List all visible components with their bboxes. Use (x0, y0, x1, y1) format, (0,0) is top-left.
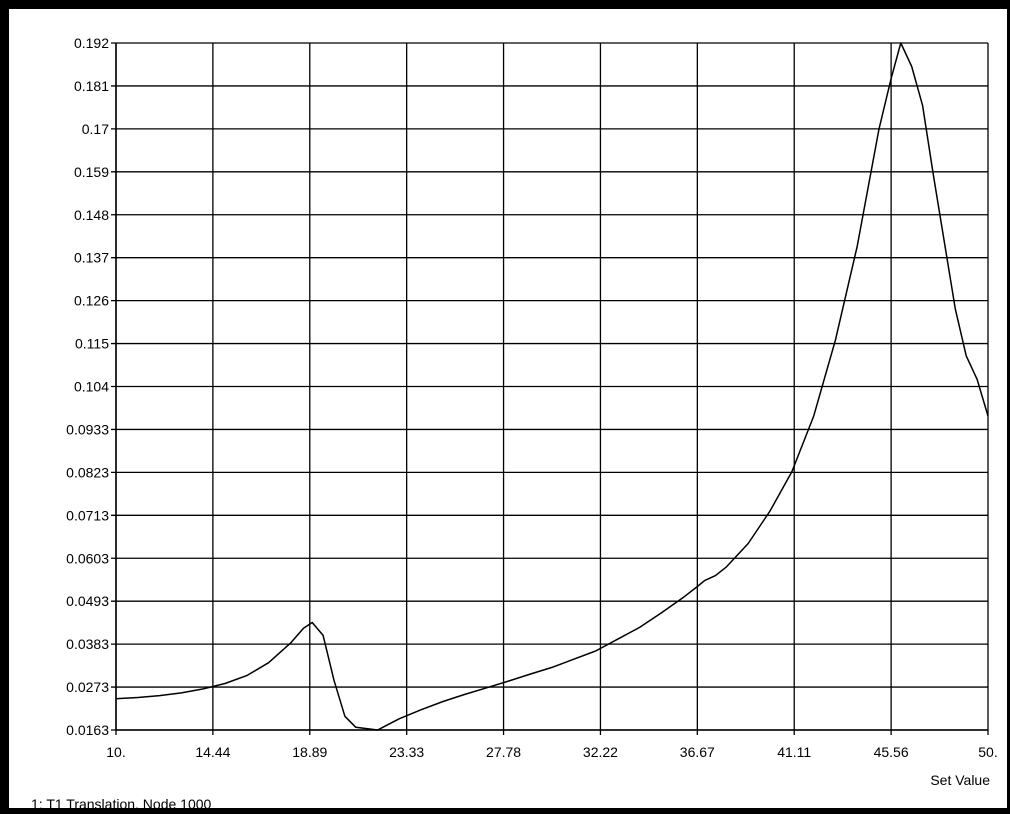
x-tick-label: 45.56 (874, 744, 909, 760)
y-tick-label: 0.159 (74, 164, 109, 180)
y-tick-label: 0.0493 (66, 593, 109, 609)
y-tick-label: 0.126 (74, 293, 109, 309)
y-tick-label: 0.0603 (66, 550, 109, 566)
y-tick-label: 0.192 (74, 35, 109, 51)
x-tick-label: 36.67 (680, 744, 715, 760)
y-tick-label: 0.0273 (66, 679, 109, 695)
x-tick-label: 18.89 (292, 744, 327, 760)
x-tick-label: 10. (106, 744, 125, 760)
y-tick-label: 0.0823 (66, 464, 109, 480)
series-line (115, 42, 989, 731)
y-tick-label: 0.17 (82, 121, 109, 137)
x-tick-label: 32.22 (583, 744, 618, 760)
x-tick-label: 14.44 (195, 744, 230, 760)
y-tick-label: 0.104 (74, 379, 109, 395)
y-tick-label: 0.115 (75, 336, 109, 352)
x-tick-label: 50. (978, 744, 997, 760)
y-tick-label: 0.0933 (66, 421, 109, 437)
x-tick-label: 23.33 (389, 744, 424, 760)
y-tick-label: 0.148 (74, 207, 109, 223)
y-tick-label: 0.0383 (66, 636, 109, 652)
y-tick-label: 0.181 (74, 78, 109, 94)
x-axis-label: Set Value (930, 772, 990, 788)
y-tick-label: 0.137 (74, 250, 109, 266)
x-tick-label: 27.78 (486, 744, 521, 760)
y-tick-label: 0.0713 (66, 507, 109, 523)
line-chart: 10. 14.44 18.89 23.33 27.78 32.22 36.67 41.11 45… (31, 35, 998, 812)
y-tick-label: 0.0163 (66, 722, 109, 738)
x-tick-label: 41.11 (777, 744, 811, 760)
chart-caption: 1: T1 Translation, Node 1000 (31, 796, 212, 812)
